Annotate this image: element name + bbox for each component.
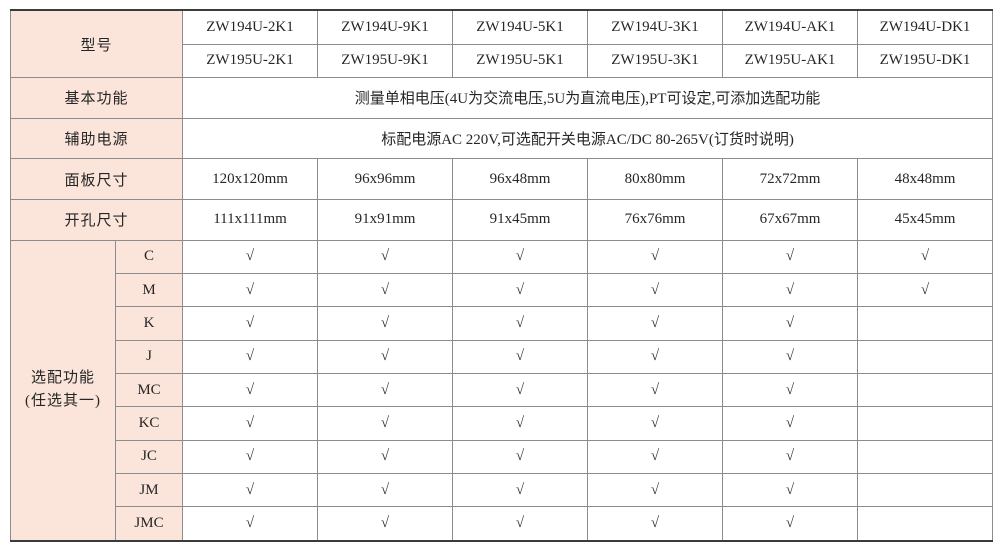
- option-code-cell: K: [114, 306, 184, 341]
- check-cell: √: [182, 273, 319, 308]
- check-cell: √: [722, 239, 859, 275]
- model-cell: ZW194U-AK1: [722, 8, 859, 45]
- check-cell: √: [317, 339, 454, 375]
- check-cell: √: [452, 506, 589, 543]
- check-cell: √: [722, 506, 859, 543]
- check-cell: √: [182, 439, 319, 474]
- option-code-cell: MC: [114, 373, 184, 408]
- options-label-cell: 选配功能 (任选其一): [10, 239, 116, 542]
- check-cell: √: [317, 239, 454, 275]
- check-cell: √: [182, 239, 319, 275]
- empty-cell: [857, 406, 994, 441]
- check-cell: √: [182, 406, 319, 441]
- check-cell: √: [317, 306, 454, 341]
- check-cell: √: [587, 506, 724, 543]
- check-cell: √: [452, 406, 589, 441]
- check-cell: √: [587, 472, 724, 508]
- model-cell: ZW194U-2K1: [182, 8, 319, 45]
- check-cell: √: [587, 339, 724, 375]
- check-cell: √: [587, 239, 724, 275]
- panel-size-value: 96x96mm: [317, 158, 454, 201]
- check-cell: √: [317, 273, 454, 308]
- empty-cell: [857, 472, 994, 508]
- check-cell: √: [182, 373, 319, 408]
- model-cell: ZW195U-2K1: [182, 43, 319, 79]
- aux-power-value: 标配电源AC 220V,可选配开关电源AC/DC 80-265V(订货时说明): [182, 117, 994, 160]
- model-cell: ZW195U-5K1: [452, 43, 589, 79]
- empty-cell: [857, 439, 994, 474]
- model-cell: ZW195U-3K1: [587, 43, 724, 79]
- check-cell: √: [722, 472, 859, 508]
- cutout-size-value: 111x111mm: [182, 199, 319, 241]
- check-cell: √: [587, 406, 724, 441]
- option-code-cell: JM: [114, 472, 184, 508]
- cutout-size-label: 开孔尺寸: [9, 199, 184, 241]
- check-cell: √: [587, 306, 724, 341]
- check-cell: √: [182, 472, 319, 508]
- check-cell: √: [722, 339, 859, 375]
- option-code-cell: C: [114, 239, 184, 275]
- option-code-cell: J: [114, 339, 184, 375]
- model-cell: ZW194U-DK1: [857, 8, 994, 45]
- option-code-cell: JC: [114, 439, 184, 474]
- spec-table: 型号 ZW194U-2K1 ZW194U-9K1 ZW194U-5K1 ZW194U-3…: [9, 8, 994, 543]
- check-cell: √: [452, 273, 589, 308]
- model-cell: ZW195U-DK1: [857, 43, 994, 79]
- aux-power-label: 辅助电源: [9, 117, 184, 160]
- options-label-line1: 选配功能: [30, 370, 95, 387]
- check-cell: √: [452, 306, 589, 341]
- panel-size-value: 120x120mm: [182, 158, 319, 201]
- check-cell: √: [317, 472, 454, 508]
- check-cell: √: [182, 506, 319, 543]
- check-cell: √: [722, 373, 859, 408]
- check-cell: √: [857, 239, 994, 275]
- check-cell: √: [452, 472, 589, 508]
- check-cell: √: [317, 506, 454, 543]
- model-cell: ZW194U-3K1: [587, 8, 724, 45]
- check-cell: √: [857, 273, 994, 308]
- check-cell: √: [452, 239, 589, 275]
- panel-size-value: 48x48mm: [857, 158, 994, 201]
- check-cell: √: [452, 373, 589, 408]
- panel-size-value: 96x48mm: [452, 158, 589, 201]
- basic-function-value: 测量单相电压(4U为交流电压,5U为直流电压),PT可设定,可添加选配功能: [182, 77, 994, 119]
- empty-cell: [857, 306, 994, 341]
- option-code-cell: JMC: [114, 506, 184, 543]
- cutout-size-value: 91x45mm: [452, 199, 589, 241]
- options-label-line2: (任选其一): [25, 393, 101, 410]
- check-cell: √: [587, 439, 724, 474]
- cutout-size-value: 45x45mm: [857, 199, 994, 241]
- check-cell: √: [182, 306, 319, 341]
- model-label-cell: 型号: [9, 9, 184, 79]
- empty-cell: [857, 373, 994, 408]
- check-cell: √: [452, 339, 589, 375]
- empty-cell: [857, 339, 994, 375]
- check-cell: √: [182, 339, 319, 375]
- model-cell: ZW195U-9K1: [317, 43, 454, 79]
- panel-size-value: 72x72mm: [722, 158, 859, 201]
- check-cell: √: [722, 406, 859, 441]
- check-cell: √: [317, 373, 454, 408]
- empty-cell: [857, 506, 994, 543]
- model-cell: ZW194U-9K1: [317, 8, 454, 45]
- check-cell: √: [722, 273, 859, 308]
- model-cell: ZW194U-5K1: [452, 8, 589, 45]
- option-code-cell: M: [114, 273, 184, 308]
- cutout-size-value: 76x76mm: [587, 199, 724, 241]
- cutout-size-value: 91x91mm: [317, 199, 454, 241]
- check-cell: √: [722, 306, 859, 341]
- model-cell: ZW195U-AK1: [722, 43, 859, 79]
- panel-size-value: 80x80mm: [587, 158, 724, 201]
- option-code-cell: KC: [114, 406, 184, 441]
- check-cell: √: [587, 273, 724, 308]
- check-cell: √: [452, 439, 589, 474]
- panel-size-label: 面板尺寸: [9, 158, 184, 201]
- check-cell: √: [722, 439, 859, 474]
- check-cell: √: [317, 406, 454, 441]
- check-cell: √: [587, 373, 724, 408]
- check-cell: √: [317, 439, 454, 474]
- basic-function-label: 基本功能: [9, 77, 184, 119]
- cutout-size-value: 67x67mm: [722, 199, 859, 241]
